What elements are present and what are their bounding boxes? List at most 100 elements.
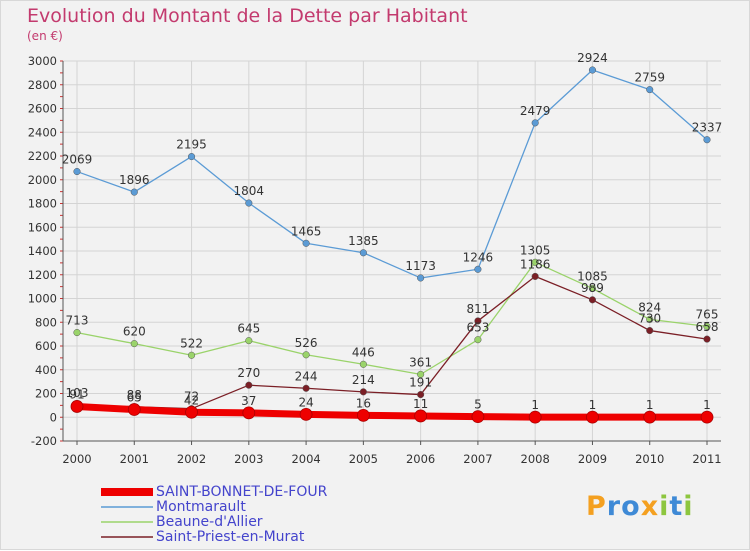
data-point [646,327,654,335]
data-label: 2337 [692,121,723,135]
data-label: 65 [127,391,142,405]
y-tick-label: 2000 [28,173,57,187]
data-label: 653 [466,321,489,335]
y-tick-label: 1600 [28,220,57,234]
data-label: 645 [237,322,260,336]
logo-letter: i [659,491,670,522]
data-point [242,406,256,420]
x-tick-label: 2006 [406,452,435,466]
data-label: 658 [696,320,719,334]
data-label: 1896 [119,173,150,187]
data-label: 526 [295,336,318,350]
data-label: 103 [66,386,89,400]
data-point [588,284,597,292]
y-tick-label: 2800 [28,78,57,92]
data-point [474,265,482,273]
data-label: 1465 [291,224,322,238]
data-point [646,86,654,94]
data-point [187,351,196,359]
logo-letter: i [683,491,694,522]
data-point [359,388,367,396]
x-tick-label: 2001 [120,452,149,466]
y-tick-label: 1800 [28,197,57,211]
logo-letter: r [606,491,622,522]
data-point [187,153,196,161]
data-label: 620 [123,325,146,339]
data-point [356,408,370,422]
data-label: 1 [589,398,597,412]
data-point [70,400,84,413]
data-point [700,410,714,424]
y-tick-label: 0 [50,410,57,424]
data-point [127,403,141,416]
series-line [76,261,708,376]
data-label: 1385 [348,234,379,248]
data-point [471,410,485,424]
data-label: 88 [127,388,142,402]
y-tick-label: 600 [35,339,57,353]
data-label: 824 [638,300,661,314]
data-point [302,351,310,359]
data-label: 1 [703,398,711,412]
data-point [185,405,198,419]
data-label: 37 [241,394,256,408]
data-point [588,66,597,74]
logo-letter: x [640,491,660,522]
data-point [245,337,253,345]
y-tick-label: 400 [35,363,57,377]
data-label: 2759 [634,71,665,85]
y-tick-label: 2400 [28,125,57,139]
data-point [417,274,425,282]
data-label: 2069 [62,153,93,167]
y-tick-label: 3000 [28,54,57,68]
data-labels: 91 65 42 37 24 16 11 5 1 1 1 1206918962195180414651… [62,51,723,412]
data-point [299,407,313,421]
legend-swatches [101,488,153,538]
unit-label: (en €) [27,29,63,43]
data-label: 1173 [405,259,436,273]
logo-letter: o [621,491,641,522]
logo-letter: t [669,491,684,522]
data-point [586,410,599,424]
data-label: 1 [646,398,654,412]
data-point [73,168,81,176]
y-tick-label: 2200 [28,149,57,163]
data-point [703,335,711,343]
data-label: 765 [696,307,719,321]
data-label: 522 [180,336,203,350]
legend-label-saint-bonnet: SAINT-BONNET-DE-FOUR [156,484,328,500]
chart-title: Evolution du Montant de la Dette par Hab… [27,5,468,27]
data-point [643,410,657,424]
series-group [70,66,714,424]
data-label: 1085 [577,269,608,283]
data-label: 2195 [176,138,207,152]
data-label: 1804 [234,184,265,198]
data-label: 713 [66,314,89,328]
data-label: 91 [69,387,84,401]
data-point [474,317,482,325]
data-point [646,315,654,323]
data-point [302,239,310,247]
data-point [531,258,539,266]
data-label: 5 [474,398,482,412]
data-point [302,384,310,392]
x-tick-label: 2004 [291,452,320,466]
data-label: 214 [352,373,375,387]
legend-label-saint-priest: Saint-Priest-en-Murat [156,529,305,545]
logo-letter: P [586,491,607,522]
y-tick-label: -200 [31,434,57,448]
data-point [703,322,711,330]
data-point [588,296,597,304]
data-label: 811 [466,302,489,316]
data-label: 1305 [520,243,551,257]
data-point [130,188,138,196]
y-tick-label: 1200 [28,268,57,282]
data-label: 270 [237,366,260,380]
x-tick-label: 2010 [635,452,664,466]
data-point [417,391,425,399]
data-label: 730 [638,312,661,326]
data-point [474,336,482,344]
data-point [703,136,711,144]
data-point [359,249,367,257]
